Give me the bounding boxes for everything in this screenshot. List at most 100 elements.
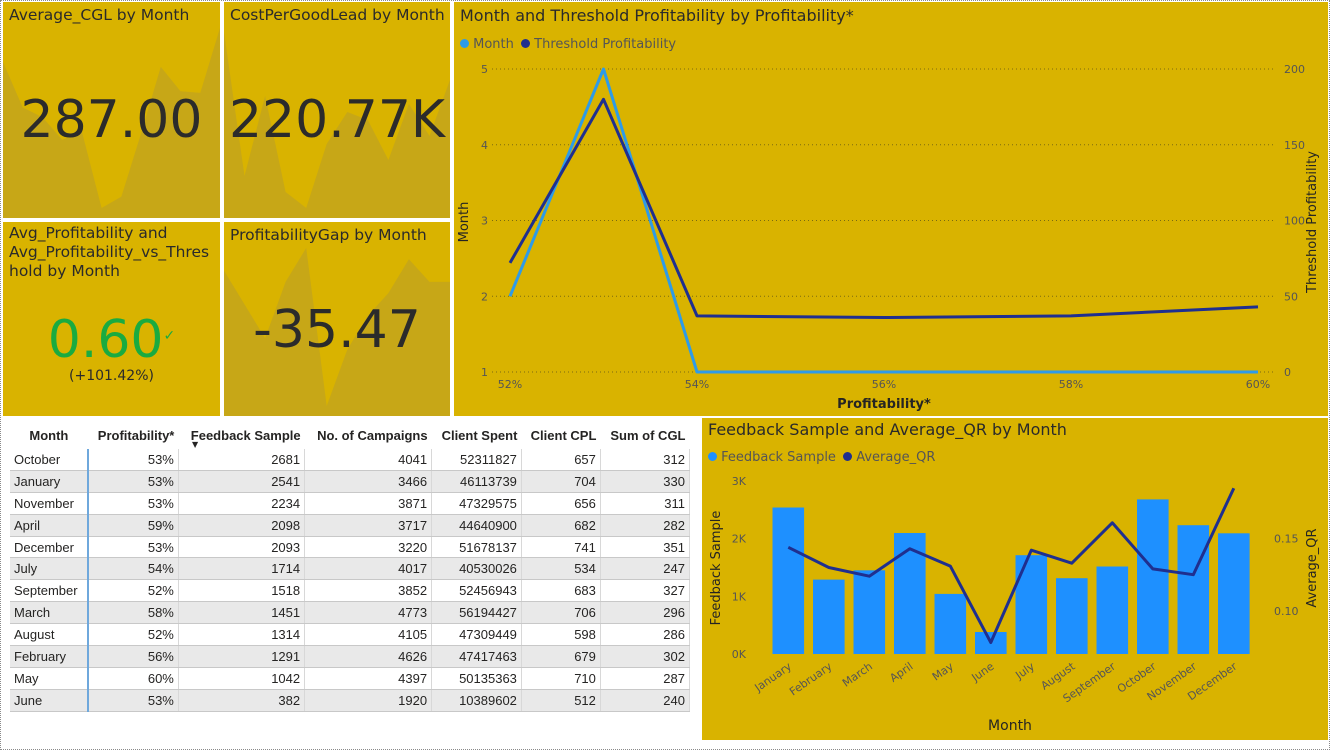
table-cell: 54% bbox=[87, 557, 179, 581]
table-row[interactable]: October 53% 2681 4041 52311827 657 312 bbox=[10, 449, 691, 471]
table-cell: 282 bbox=[600, 514, 691, 537]
table-row[interactable]: May 60% 1042 4397 50135363 710 287 bbox=[10, 667, 691, 690]
legend-average-qr-label: Average_QR bbox=[856, 450, 936, 465]
bar bbox=[772, 507, 805, 654]
profitability-gap-card[interactable]: ProfitabilityGap by Month -35.47 bbox=[224, 222, 450, 416]
table-row[interactable]: December 53% 2093 3220 51678137 741 351 bbox=[10, 536, 691, 559]
table-cell: 53% bbox=[87, 536, 179, 559]
table-cell: 1714 bbox=[178, 557, 306, 581]
bar bbox=[853, 570, 886, 654]
column-header-campaigns[interactable]: No. of Campaigns bbox=[304, 422, 432, 449]
table-cell: 682 bbox=[521, 514, 601, 537]
table-cell: 4017 bbox=[304, 557, 433, 581]
line-chart-card[interactable]: Month and Threshold Profitability by Pro… bbox=[454, 2, 1328, 416]
table-cell: 53% bbox=[87, 470, 179, 493]
table-cell: 53% bbox=[87, 689, 179, 712]
legend-threshold-label: Threshold Profitability bbox=[534, 37, 677, 52]
table-cell: 311 bbox=[600, 492, 691, 515]
line-chart-title: Month and Threshold Profitability by Pro… bbox=[460, 6, 854, 25]
table-row[interactable]: March 58% 1451 4773 56194427 706 296 bbox=[10, 601, 691, 625]
sort-descending-icon[interactable]: ▼ bbox=[192, 440, 199, 449]
cost-per-good-lead-card[interactable]: CostPerGoodLead by Month 220.77K bbox=[224, 2, 450, 218]
left-tick-label: 1K bbox=[732, 590, 747, 603]
table-row[interactable]: September 52% 1518 3852 52456943 683 327 bbox=[10, 579, 691, 603]
table-cell: 4397 bbox=[304, 667, 433, 690]
table-row[interactable]: July 54% 1714 4017 40530026 534 247 bbox=[10, 557, 691, 581]
bar-chart-title: Feedback Sample and Average_QR by Month bbox=[708, 420, 1067, 439]
table-cell: 59% bbox=[87, 514, 179, 537]
bar bbox=[894, 533, 926, 654]
cost-per-good-lead-sparkline bbox=[224, 32, 450, 218]
table-cell: November bbox=[10, 492, 89, 515]
column-header-sum-cgl[interactable]: Sum of CGL bbox=[600, 422, 690, 449]
legend-feedback-dot-icon bbox=[708, 452, 717, 461]
right-tick-label: 0.10 bbox=[1274, 605, 1299, 618]
bar-chart-right-axis-label: Average_QR bbox=[1305, 528, 1320, 607]
bar bbox=[1177, 525, 1210, 654]
avg-profitability-card[interactable]: Avg_Profitability and Avg_Profitability_… bbox=[3, 222, 220, 416]
x-tick-label: 54% bbox=[685, 378, 709, 391]
table-cell: 1451 bbox=[178, 601, 306, 625]
table-cell: 47329575 bbox=[431, 492, 522, 515]
table-cell: 10389602 bbox=[431, 689, 522, 712]
table-row[interactable]: November 53% 2234 3871 47329575 656 311 bbox=[10, 492, 691, 515]
table-cell: 46113739 bbox=[431, 470, 522, 493]
avg-profitability-title-line3: hold by Month bbox=[9, 262, 120, 280]
campaign-table: Month Profitability* Feedback Sample No.… bbox=[10, 422, 691, 712]
table-cell: 3220 bbox=[304, 536, 433, 559]
table-cell: 1920 bbox=[304, 689, 433, 712]
x-tick-label: 56% bbox=[872, 378, 896, 391]
table-cell: 47309449 bbox=[431, 623, 522, 647]
avg-profitability-title: Avg_Profitability and Avg_Profitability_… bbox=[9, 224, 209, 281]
bar bbox=[1015, 555, 1048, 654]
table-cell: January bbox=[10, 470, 89, 493]
average-cgl-card[interactable]: Average_CGL by Month 287.00 bbox=[3, 2, 220, 218]
right-tick-label: 100 bbox=[1284, 215, 1305, 228]
table-row[interactable]: April 59% 2098 3717 44640900 682 282 bbox=[10, 514, 691, 537]
table-cell: 683 bbox=[521, 579, 601, 603]
legend-threshold-dot-icon bbox=[521, 39, 531, 48]
table-cell: 240 bbox=[600, 689, 691, 712]
category-label: July bbox=[1012, 660, 1037, 683]
column-header-client-spent[interactable]: Client Spent bbox=[431, 422, 522, 449]
column-header-month[interactable]: Month bbox=[10, 422, 88, 449]
average-cgl-title: Average_CGL by Month bbox=[9, 6, 190, 24]
table-row[interactable]: June 53% 382 1920 10389602 512 240 bbox=[10, 689, 691, 712]
table-cell: 50135363 bbox=[431, 667, 522, 690]
table-cell: 4041 bbox=[304, 449, 433, 471]
table-row[interactable]: August 52% 1314 4105 47309449 598 286 bbox=[10, 623, 691, 647]
table-cell: 56194427 bbox=[431, 601, 522, 625]
left-tick-label: 3K bbox=[732, 475, 747, 488]
average-cgl-value: 287.00 bbox=[20, 90, 203, 150]
line-chart-legend: Month Threshold Profitability bbox=[460, 37, 676, 52]
line-chart-right-axis-label: Threshold Profitability bbox=[1305, 151, 1320, 294]
table-cell: 327 bbox=[600, 579, 691, 603]
avg-profitability-title-line2: Avg_Profitability_vs_Thres bbox=[9, 243, 210, 261]
x-tick-label: 52% bbox=[498, 378, 522, 391]
average-qr-line bbox=[787, 487, 1236, 644]
column-header-feedback-sample[interactable]: Feedback Sample bbox=[178, 422, 305, 449]
series-line-threshold-profitability bbox=[508, 97, 1259, 319]
table-cell: 2681 bbox=[178, 449, 306, 471]
bar-chart-left-axis-label: Feedback Sample bbox=[709, 511, 724, 626]
column-header-client-cpl[interactable]: Client CPL bbox=[521, 422, 601, 449]
bar bbox=[1096, 566, 1129, 654]
table-cell: 710 bbox=[521, 667, 601, 690]
table-row[interactable]: February 56% 1291 4626 47417463 679 302 bbox=[10, 645, 691, 668]
table-cell: 40530026 bbox=[431, 557, 522, 581]
legend-average-qr-dot-icon bbox=[843, 452, 853, 461]
column-header-profitability[interactable]: Profitability* bbox=[87, 422, 179, 449]
left-tick-label: 4 bbox=[481, 139, 488, 152]
checkmark-icon: ✓ bbox=[163, 328, 176, 344]
cost-per-good-lead-value: 220.77K bbox=[228, 90, 446, 150]
left-tick-label: 0K bbox=[732, 648, 747, 661]
avg-profitability-change: (+101.42%) bbox=[69, 368, 154, 384]
table-cell: 58% bbox=[87, 601, 179, 625]
table-cell: 1518 bbox=[178, 579, 306, 603]
table-row[interactable]: January 53% 2541 3466 46113739 704 330 bbox=[10, 470, 691, 493]
table-cell: 656 bbox=[521, 492, 601, 515]
bar bbox=[1056, 578, 1088, 654]
profitability-gap-value: -35.47 bbox=[253, 300, 421, 360]
bar-chart-card[interactable]: Feedback Sample and Average_QR by Month … bbox=[702, 418, 1328, 740]
table-cell: March bbox=[10, 601, 89, 625]
